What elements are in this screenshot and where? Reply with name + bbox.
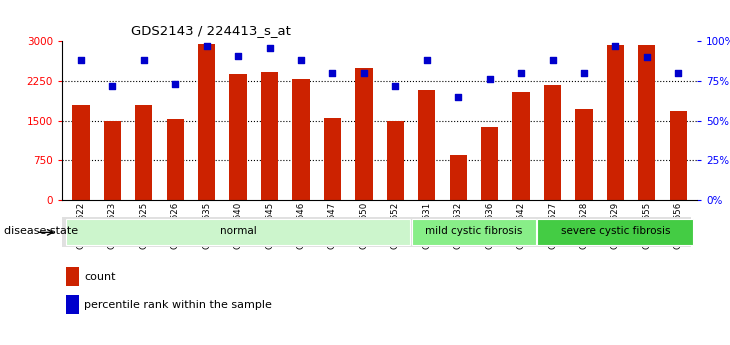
Text: severe cystic fibrosis: severe cystic fibrosis [561, 226, 670, 236]
Text: count: count [84, 272, 115, 282]
Bar [418, 90, 435, 200]
Point [138, 58, 150, 63]
Text: disease state: disease state [4, 226, 78, 236]
Text: GDS2143 / 224413_s_at: GDS2143 / 224413_s_at [131, 24, 291, 37]
Point [107, 83, 118, 89]
Bar [544, 85, 561, 200]
Point [201, 43, 212, 49]
Text: percentile rank within the sample: percentile rank within the sample [84, 300, 272, 309]
Bar [261, 71, 278, 200]
Bar [72, 105, 90, 200]
Bar [166, 119, 184, 200]
Point [610, 43, 621, 49]
Point [295, 58, 307, 63]
Point [326, 70, 338, 76]
Point [484, 77, 496, 82]
Point [232, 53, 244, 58]
Bar [135, 105, 153, 200]
Bar [638, 45, 656, 200]
Point [578, 70, 590, 76]
Bar [512, 92, 530, 200]
Bar [356, 68, 372, 200]
Bar [575, 109, 593, 200]
Point [672, 70, 684, 76]
Bar [412, 219, 536, 245]
Point [421, 58, 433, 63]
Bar [450, 155, 467, 200]
Bar [387, 121, 404, 200]
Bar [481, 127, 499, 200]
Bar [229, 74, 247, 200]
Point [358, 70, 369, 76]
Bar [198, 44, 215, 200]
Point [169, 81, 181, 87]
Point [390, 83, 402, 89]
Bar [66, 219, 410, 245]
Point [547, 58, 558, 63]
Point [641, 55, 653, 60]
Bar [324, 118, 341, 200]
Point [264, 45, 275, 50]
Bar [537, 219, 694, 245]
Bar [104, 121, 121, 200]
Text: mild cystic fibrosis: mild cystic fibrosis [426, 226, 523, 236]
Point [75, 58, 87, 63]
Point [515, 70, 527, 76]
Bar [607, 45, 624, 200]
Bar [669, 111, 687, 200]
Point [453, 94, 464, 100]
Bar [292, 79, 310, 200]
Text: normal: normal [220, 226, 256, 236]
